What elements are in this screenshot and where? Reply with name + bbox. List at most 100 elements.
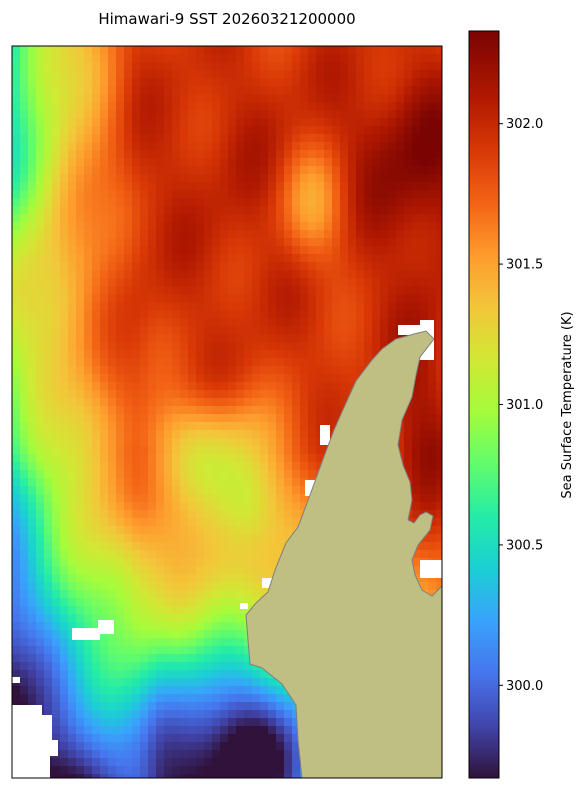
sst-cell [180, 286, 189, 295]
sst-cell [164, 630, 173, 639]
sst-cell [332, 294, 341, 303]
sst-cell [52, 166, 61, 175]
sst-cell [44, 238, 53, 247]
sst-cell [92, 294, 101, 303]
sst-cell [252, 230, 261, 239]
sst-cell [252, 454, 261, 463]
sst-cell [100, 414, 109, 423]
sst-cell [284, 190, 293, 199]
sst-cell [148, 382, 157, 391]
sst-cell [220, 590, 229, 599]
sst-cell [236, 270, 245, 279]
sst-cell [340, 142, 349, 151]
sst-cell [76, 110, 85, 119]
sst-cell [236, 62, 245, 71]
sst-cell [52, 638, 61, 647]
sst-cell [36, 534, 45, 543]
sst-cell [308, 134, 317, 143]
sst-cell [132, 134, 141, 143]
sst-cell [364, 350, 373, 359]
sst-cell [164, 678, 173, 687]
sst-cell [116, 758, 125, 767]
sst-cell [420, 422, 429, 431]
sst-cell [372, 126, 381, 135]
sst-cell [204, 750, 213, 759]
sst-cell [332, 262, 341, 271]
sst-cell [252, 374, 261, 383]
sst-cell [12, 190, 21, 199]
sst-cell [76, 270, 85, 279]
sst-cell [220, 318, 229, 327]
sst-cell [108, 350, 117, 359]
sst-cell [220, 718, 229, 727]
sst-cell [12, 382, 21, 391]
sst-cell [52, 542, 61, 551]
sst-cell [92, 158, 101, 167]
sst-cell [100, 150, 109, 159]
sst-cell [420, 214, 429, 223]
sst-cell [308, 142, 317, 151]
sst-cell [292, 414, 301, 423]
sst-cell [156, 198, 165, 207]
sst-cell [92, 286, 101, 295]
sst-cell [68, 622, 77, 631]
sst-cell [116, 190, 125, 199]
sst-cell [244, 78, 253, 87]
sst-cell [276, 110, 285, 119]
sst-cell [124, 750, 133, 759]
sst-cell [260, 110, 269, 119]
sst-cell [380, 318, 389, 327]
sst-cell [132, 622, 141, 631]
sst-cell [436, 214, 442, 223]
sst-cell [228, 334, 237, 343]
sst-cell [260, 550, 269, 559]
sst-cell [420, 494, 429, 503]
sst-cell [436, 366, 442, 375]
sst-cell [180, 614, 189, 623]
sst-cell [436, 310, 442, 319]
sst-cell [116, 174, 125, 183]
sst-cell [300, 270, 309, 279]
sst-cell [292, 350, 301, 359]
sst-cell [196, 702, 205, 711]
sst-cell [372, 342, 381, 351]
sst-cell [116, 206, 125, 215]
sst-cell [340, 62, 349, 71]
sst-cell [164, 278, 173, 287]
sst-cell [76, 502, 85, 511]
sst-cell [228, 278, 237, 287]
sst-cell [44, 134, 53, 143]
sst-cell [196, 598, 205, 607]
sst-cell [308, 222, 317, 231]
sst-cell [76, 118, 85, 127]
sst-cell [196, 118, 205, 127]
sst-cell [44, 62, 53, 71]
sst-cell [20, 102, 29, 111]
sst-cell [204, 358, 213, 367]
sst-cell [124, 462, 133, 471]
sst-cell [356, 46, 365, 55]
sst-cell [260, 430, 269, 439]
sst-cell [148, 534, 157, 543]
sst-cell [116, 518, 125, 527]
sst-cell [180, 758, 189, 767]
sst-cell [236, 726, 245, 735]
sst-cell [84, 502, 93, 511]
sst-cell [44, 118, 53, 127]
sst-cell [212, 118, 221, 127]
sst-cell [124, 582, 133, 591]
sst-cell [236, 702, 245, 711]
sst-cell [100, 678, 109, 687]
sst-cell [164, 166, 173, 175]
sst-cell [428, 294, 437, 303]
sst-cell [324, 62, 333, 71]
sst-cell [324, 302, 333, 311]
missing-data-patch [398, 325, 430, 335]
sst-cell [212, 422, 221, 431]
sst-cell [116, 254, 125, 263]
sst-cell [44, 78, 53, 87]
sst-cell [44, 630, 53, 639]
sst-cell [268, 310, 277, 319]
sst-cell [244, 534, 253, 543]
sst-cell [236, 502, 245, 511]
